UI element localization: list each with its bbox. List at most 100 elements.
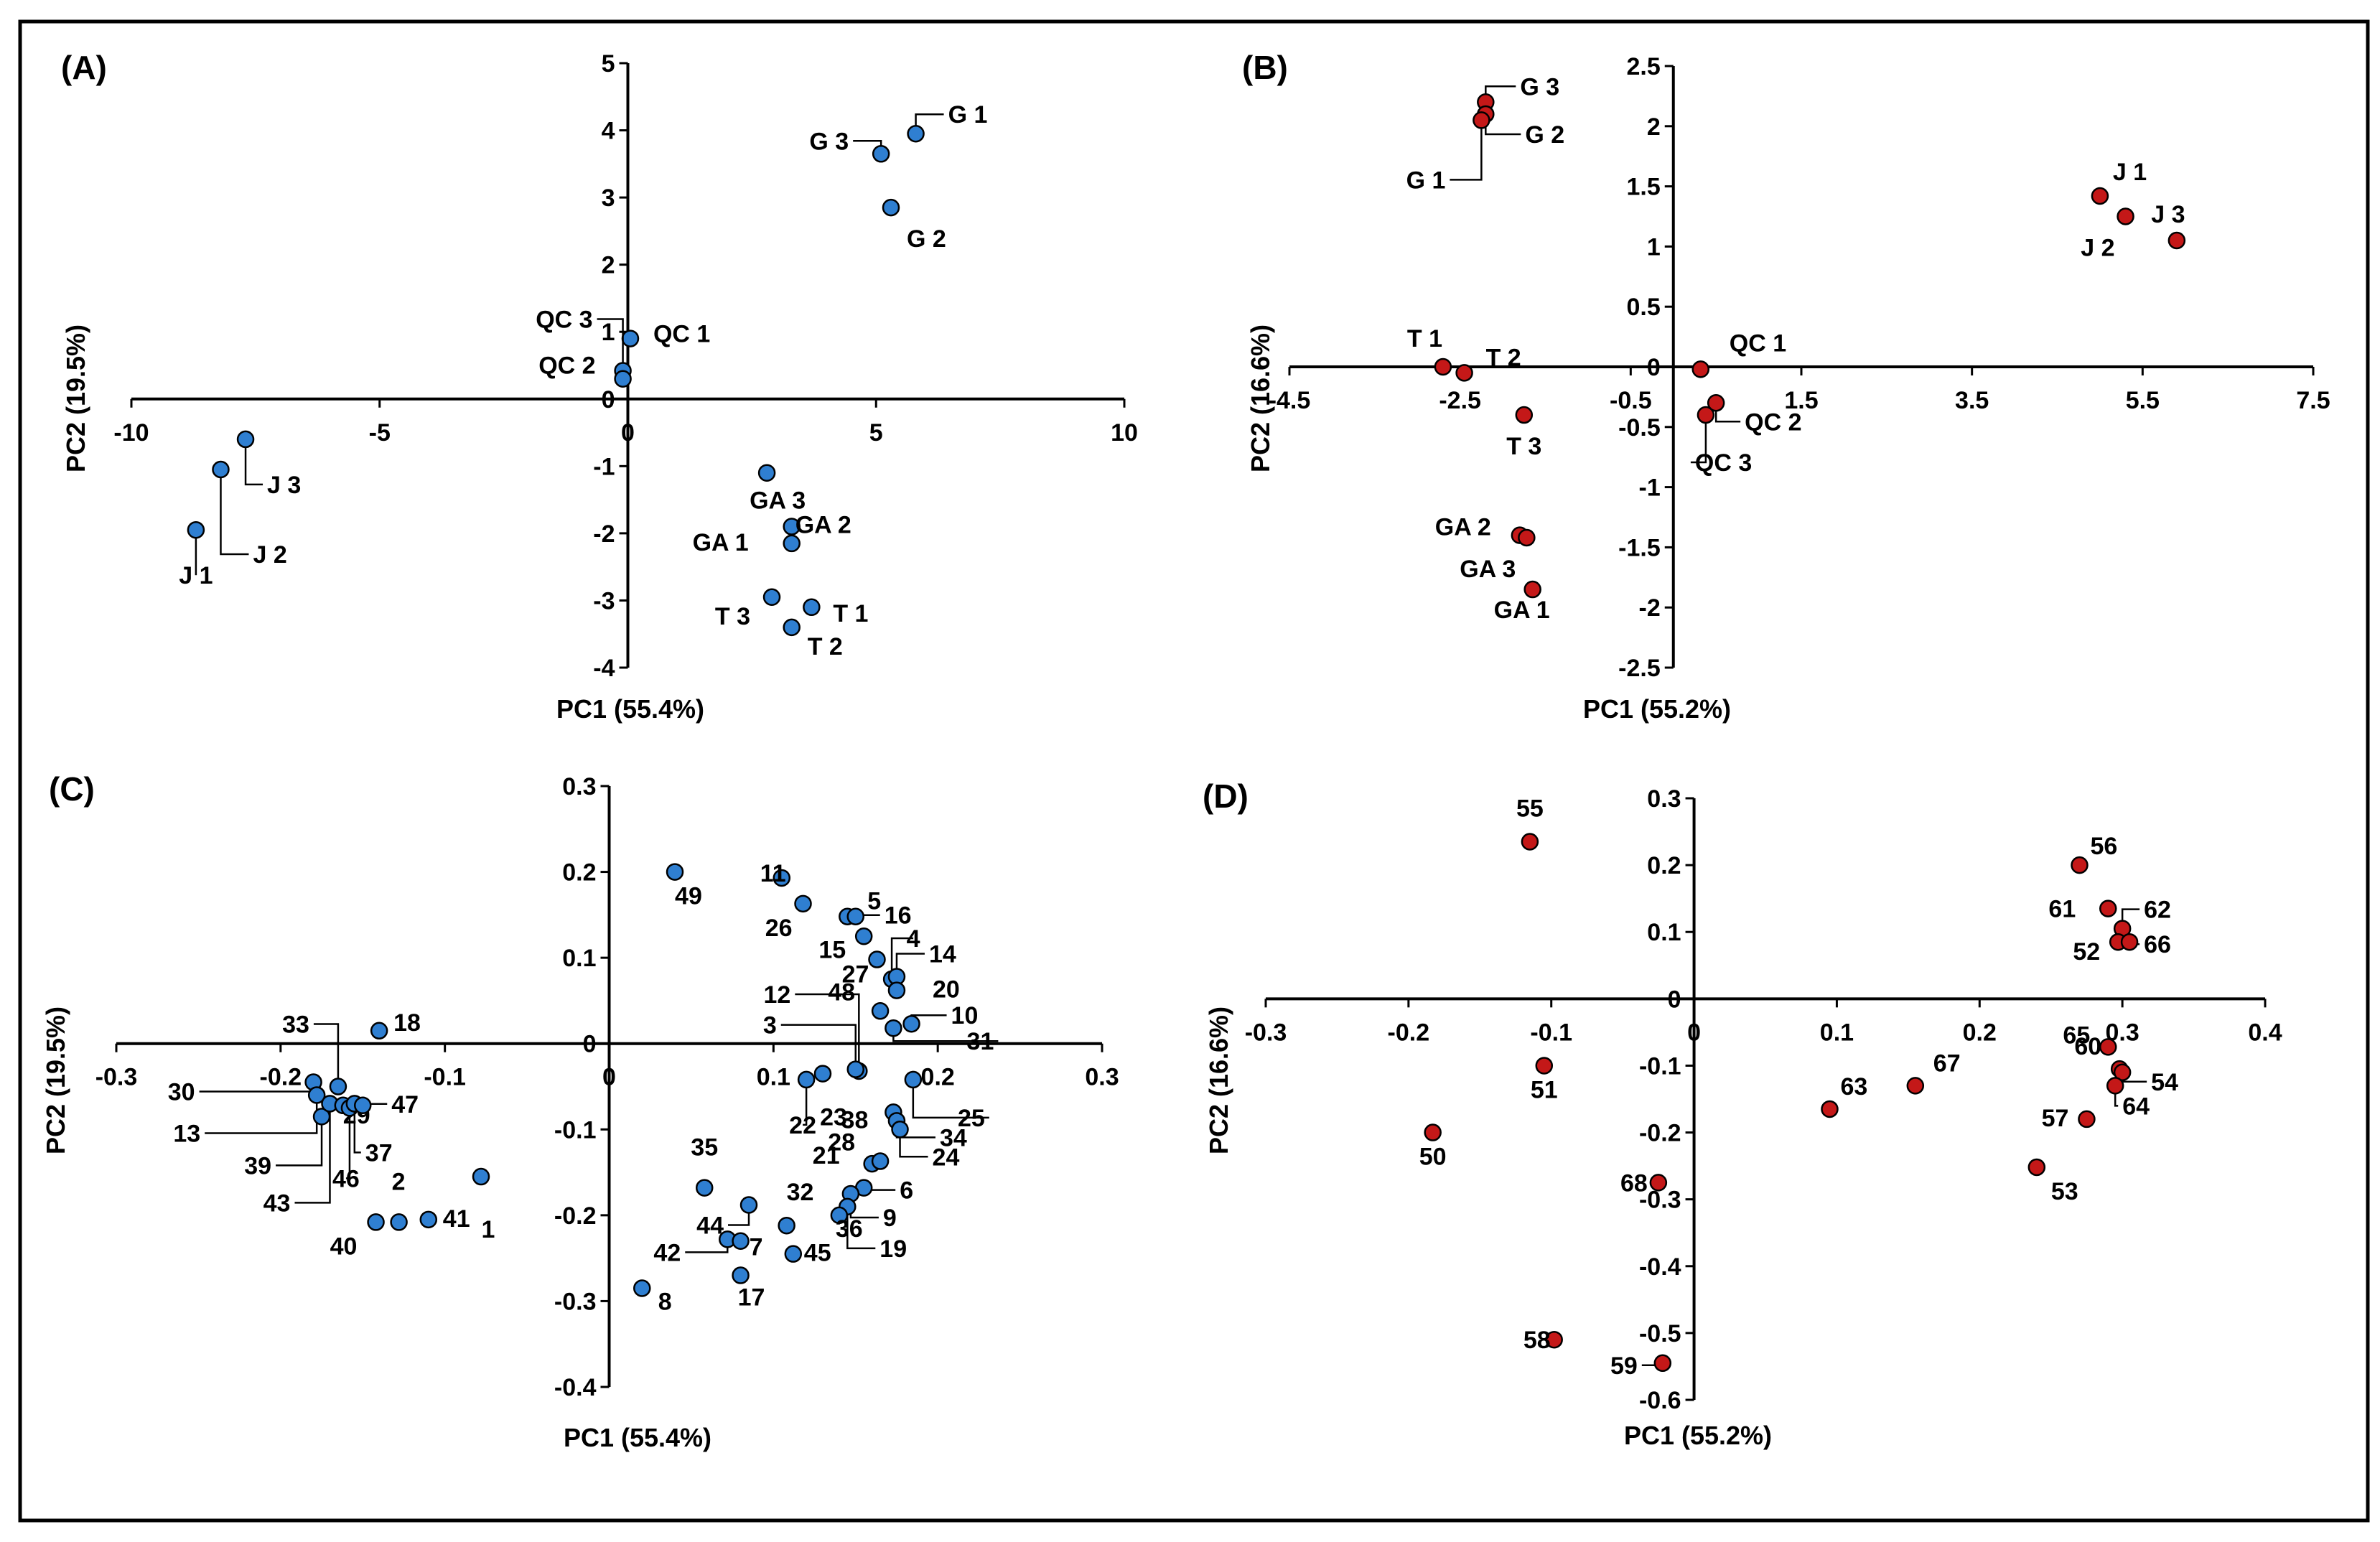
y-tick-label: -0.1 [554,1116,597,1144]
data-point [778,1216,795,1235]
data-point-label: 15 [818,936,846,963]
data-point [871,1002,890,1020]
data-point-label: 59 [1610,1352,1638,1380]
data-point-label: T 2 [808,633,843,660]
x-tick-label: 5.5 [2126,387,2160,414]
y-tick-label: 5 [602,50,615,78]
data-point [1821,1100,1839,1118]
data-point-label: QC 2 [538,352,595,380]
data-point-label: 63 [1840,1073,1867,1101]
figure-frame [18,19,2370,1523]
data-point [390,1213,408,1231]
data-point-label: 25 [958,1105,985,1132]
y-axis-title: PC2 (19.5%) [41,1006,70,1154]
data-point-label: 19 [879,1235,907,1263]
label-leader-line [780,1024,857,1070]
panel-tag: (A) [61,49,107,86]
data-point-label: T 1 [833,600,868,627]
data-point [871,1152,890,1170]
data-point-label: GA 3 [1460,556,1516,583]
data-point-label: 46 [332,1165,360,1192]
data-point-label: 31 [967,1028,994,1055]
data-point-label: 36 [836,1215,863,1243]
data-point [784,1245,803,1263]
y-tick-label: -0.5 [1639,1320,1681,1347]
data-point-label: J 2 [2081,235,2114,262]
data-point [2078,1110,2096,1129]
data-point [732,1232,750,1250]
data-point-label: 49 [675,883,702,910]
data-point-label: G 2 [907,225,946,253]
x-tick-label: 0.1 [1820,1019,1854,1046]
x-tick-label: 0 [1687,1019,1701,1046]
data-point [614,370,632,388]
label-leader-line [345,1108,351,1179]
y-tick-label: -3 [593,587,615,615]
data-point-label: 5 [867,888,881,915]
label-leader-line [244,439,263,486]
data-point [907,124,925,143]
data-point [885,1019,902,1037]
data-point-label: 20 [933,976,960,1004]
data-point-label: 23 [820,1104,847,1131]
data-point-label: 35 [691,1134,718,1162]
data-point [1535,1057,1554,1075]
data-point [783,534,801,553]
data-point-label: 65 [2063,1022,2090,1049]
data-point [187,520,205,539]
y-tick-label: -0.6 [1639,1387,1681,1414]
data-point [2120,933,2139,951]
data-point-label: T 3 [715,603,750,630]
data-point [783,518,801,536]
y-tick-label: -1 [1639,475,1661,502]
data-point-label: GA 2 [1435,514,1491,541]
data-point-label: 10 [951,1002,979,1029]
data-point-label: 67 [1933,1050,1961,1077]
data-point-label: GA 2 [795,512,851,539]
y-tick-label: 0.1 [562,945,596,972]
label-leader-line [353,1103,361,1154]
data-point [846,907,864,925]
data-point [887,981,906,999]
x-tick-label: 0.4 [2248,1019,2282,1046]
data-point-label: 37 [365,1139,393,1167]
data-point-label: 1 [482,1216,495,1243]
y-tick-label: -2 [1639,594,1661,622]
data-point [2167,231,2186,250]
x-axis-title: PC1 (55.4%) [556,694,704,724]
y-tick-label: 0 [602,386,615,413]
panel-tag: (B) [1242,49,1288,86]
y-tick-label: 1.5 [1626,174,1660,201]
data-point [773,869,791,887]
x-tick-label: 1.5 [1784,387,1818,414]
x-tick-label: -0.3 [95,1064,138,1091]
data-point [419,1210,438,1229]
x-tick-label: -5 [369,419,391,447]
data-point [1523,580,1541,599]
data-point-label: 6 [900,1177,913,1205]
data-point-label: 60 [2074,1033,2101,1060]
data-point-label: 22 [789,1112,816,1139]
data-point-label: J 1 [179,562,213,589]
data-point [868,950,886,968]
x-axis-title: PC1 (55.2%) [1583,694,1731,724]
data-point-label: 11 [760,860,786,887]
y-tick-label: 1 [602,319,615,346]
x-tick-label: 0 [602,1064,616,1091]
data-point-label: 12 [763,981,790,1009]
x-tick-label: 0.1 [757,1064,790,1091]
data-point-label: 52 [2073,938,2100,966]
data-point-label: 51 [1531,1076,1558,1103]
data-point [783,618,801,637]
data-point-label: 38 [841,1106,869,1134]
y-tick-label: 3 [602,184,615,212]
y-tick-label: 2 [1647,113,1661,141]
data-point-label: T 2 [1486,344,1521,371]
label-leader-line [220,469,249,556]
data-point [666,863,684,881]
data-point-label: 39 [244,1152,271,1179]
data-point-label: G 1 [948,101,988,128]
data-point-label: QC 3 [536,306,592,333]
data-point [902,1014,920,1033]
